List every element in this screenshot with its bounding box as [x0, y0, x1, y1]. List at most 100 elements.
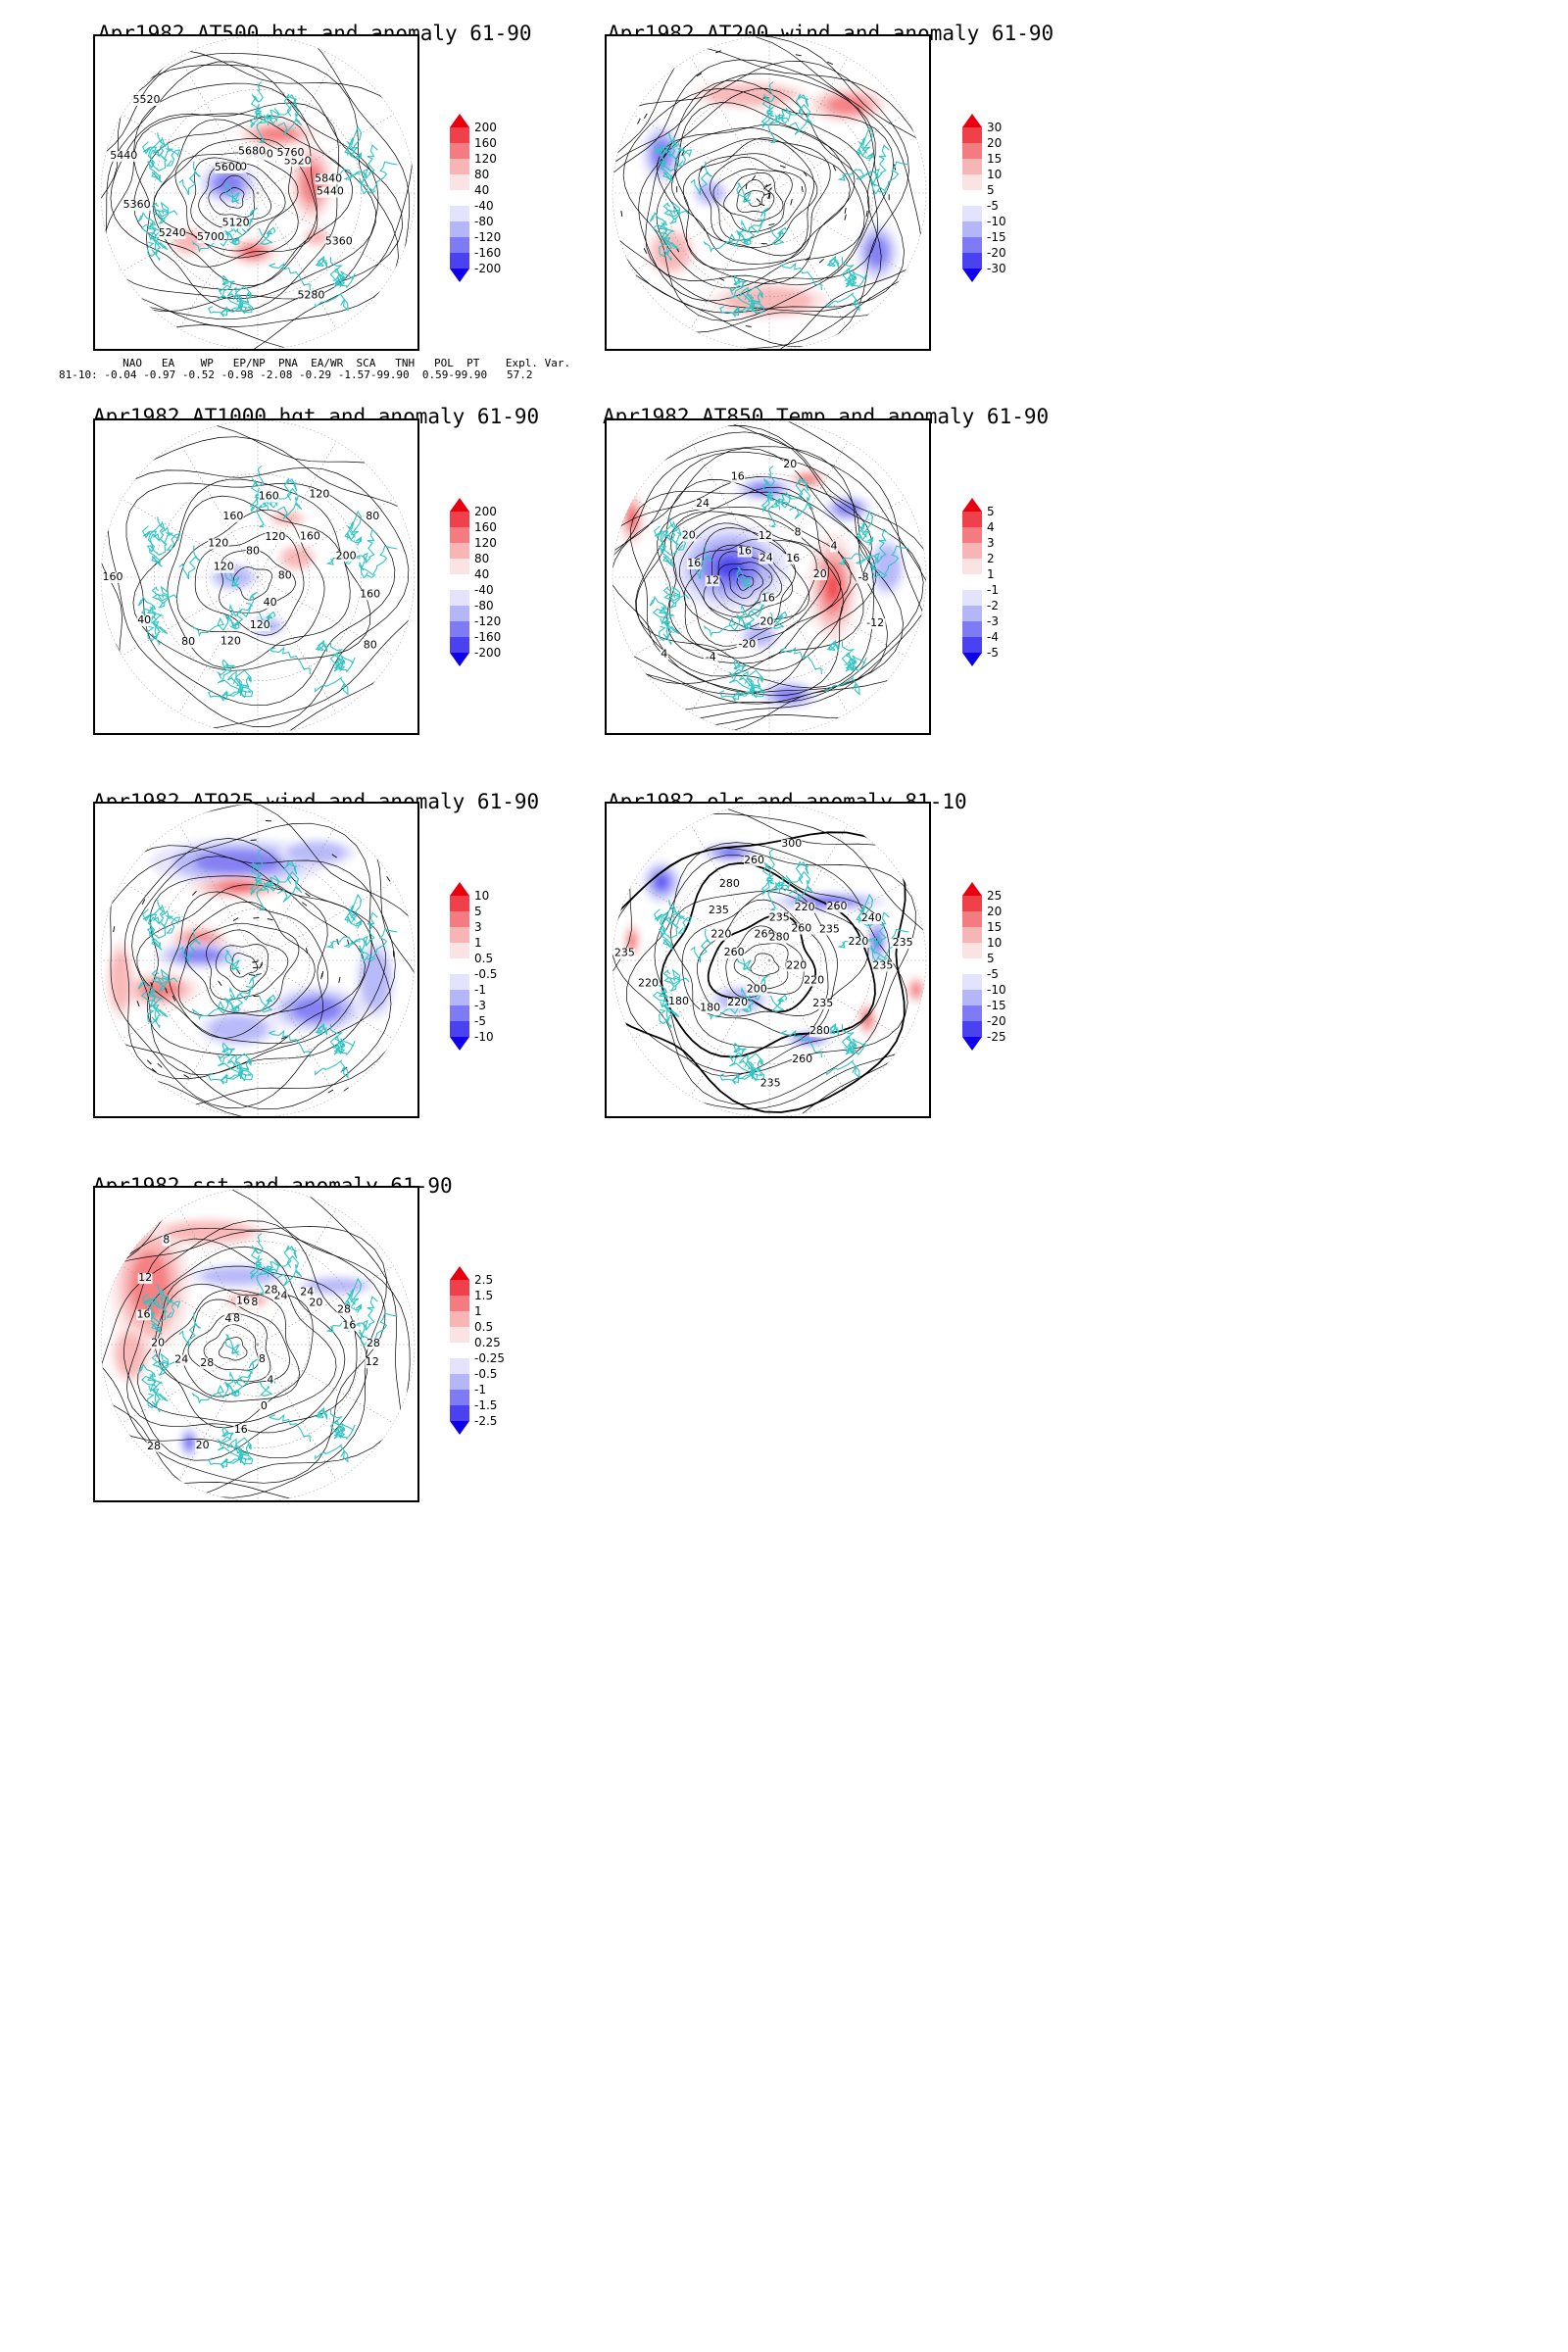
- coastline-segment: [249, 106, 263, 128]
- colorbar-svg: [450, 498, 469, 666]
- coastline-segment: [690, 161, 712, 196]
- wind-arrow: [768, 223, 775, 226]
- coastline-segment: [785, 94, 809, 116]
- meridian-line: [768, 192, 906, 272]
- coastline-segment: [151, 237, 169, 262]
- colorbar-box: [450, 143, 469, 159]
- contour-label-bg: [660, 649, 668, 661]
- anomaly-blob: [110, 951, 131, 1009]
- coastline-segment: [846, 270, 866, 288]
- contour-label: 40: [264, 596, 277, 609]
- contour-label-bg: [299, 1287, 315, 1298]
- coastline-segment: [358, 928, 398, 959]
- colorbar-bottom-arrow: [450, 1421, 469, 1435]
- contour-label: 220: [638, 976, 659, 989]
- contour-label: 5520: [132, 93, 160, 106]
- coastline-segment: [662, 1004, 680, 1029]
- contour-line: [153, 119, 318, 268]
- map-svg-at500: 5760 5600 5520 5440 5360 5280 5120 5700 5240 5360…: [100, 36, 416, 349]
- contour-label: 5700: [197, 230, 224, 243]
- colorbar-label: -15: [987, 230, 1006, 244]
- colorbar-label: -20: [987, 246, 1006, 260]
- colorbar-label: 200: [474, 505, 497, 518]
- colorbar-box: [450, 1005, 469, 1021]
- contour-label-bg: [132, 95, 161, 107]
- coastlines: [649, 81, 909, 318]
- contour-label: 235: [819, 922, 840, 935]
- meridian-line: [122, 576, 259, 657]
- map-at500: 5760 5600 5520 5440 5360 5280 5120 5700 5240 5360…: [93, 34, 419, 351]
- coastline-segment: [347, 510, 363, 536]
- coastline-segment: [152, 209, 178, 224]
- colorbar-label: -40: [474, 199, 494, 213]
- coastline-segment: [785, 861, 809, 883]
- colorbar-label: -160: [474, 630, 502, 644]
- contour-label: 12: [366, 1355, 379, 1368]
- coastline-segment: [208, 306, 240, 318]
- map-svg-at1000: 80 120 160 200 160 80 40 120 120 80 40 160 120 120 160…: [100, 420, 416, 733]
- coastline-segment: [789, 870, 814, 903]
- contour-label-bg: [759, 616, 774, 628]
- contour-line: [682, 137, 814, 257]
- coastline-segment: [152, 976, 178, 992]
- contour-label: 20: [682, 529, 696, 542]
- coastline-segment: [738, 286, 754, 313]
- contour-label: 120: [250, 618, 270, 631]
- coastline-segment: [761, 81, 775, 110]
- contour-label: 120: [208, 537, 228, 550]
- colorbar-bottom-arrow: [962, 269, 982, 282]
- contour-line: [750, 953, 780, 977]
- anomaly-shading: [642, 81, 899, 318]
- contour-label-bg: [818, 924, 841, 936]
- contour-label-bg: [258, 491, 279, 503]
- contour-label: 20: [760, 614, 773, 627]
- coastline-segment: [273, 1246, 298, 1267]
- contour-label-bg: [283, 156, 312, 168]
- anomaly-blob: [826, 573, 840, 601]
- coastline-segment: [719, 690, 752, 702]
- contour-line: [136, 884, 328, 1045]
- contour-label-bg: [243, 1298, 259, 1309]
- coastline-segment: [749, 679, 765, 699]
- wind-arrow: [865, 297, 871, 302]
- coastline-segment: [779, 1029, 822, 1058]
- wind-arrow: [327, 1089, 334, 1094]
- colorbar-box: [962, 143, 982, 159]
- wind-arrow: [745, 325, 752, 327]
- contour-line: [657, 506, 852, 664]
- wind-arrow: [343, 1087, 349, 1092]
- contour-line: [167, 495, 351, 668]
- coastline-segment: [268, 646, 311, 675]
- colorbar-box: [450, 606, 469, 621]
- coastline-segment: [229, 1358, 258, 1386]
- anomaly-blob: [282, 547, 312, 568]
- coastline-segment: [149, 916, 172, 939]
- contour-label-bg: [309, 489, 330, 501]
- coastline-segment: [224, 1334, 240, 1356]
- contour-line: [137, 1265, 337, 1424]
- colorbar-svg: [962, 114, 982, 282]
- contour-line: [215, 944, 269, 993]
- wind-arrow: [643, 248, 648, 254]
- coastline-segment: [146, 516, 166, 553]
- colorbar-top-arrow: [450, 498, 469, 512]
- coastline-segment: [178, 928, 201, 963]
- coastline-segment: [149, 931, 163, 951]
- coastline-segment: [249, 873, 263, 896]
- coastline-segment: [266, 876, 279, 892]
- contour-line: [630, 490, 877, 693]
- contour-label: -12: [866, 616, 884, 629]
- coastline-segment: [690, 545, 712, 580]
- contour-label: 5120: [222, 216, 250, 228]
- coastline-segment: [736, 182, 752, 205]
- contour-label-bg: [782, 460, 798, 471]
- coastline-segment: [658, 900, 677, 936]
- contour-label: 235: [812, 997, 833, 1009]
- colorbar-box: [450, 574, 469, 590]
- contour-label: 160: [103, 570, 123, 583]
- contour-line: [101, 1188, 403, 1500]
- anomaly-blob: [165, 1221, 253, 1243]
- contour-label-bg: [264, 1285, 278, 1297]
- wind-arrow: [320, 973, 323, 980]
- contour-label: 280: [719, 877, 740, 890]
